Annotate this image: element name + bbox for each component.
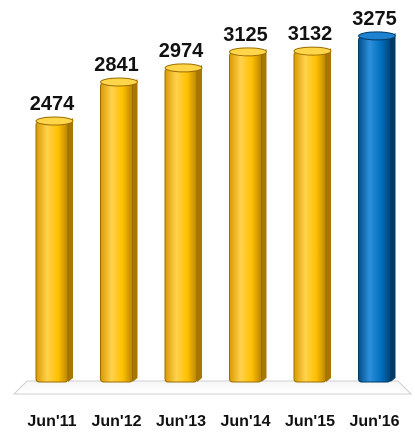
x-tick-label-5: Jun'15 [285, 413, 335, 430]
bar-top [293, 46, 332, 56]
bar-side [261, 48, 267, 382]
bar-3 [164, 63, 203, 383]
data-label-1: 2474 [30, 93, 75, 115]
x-axis-tick-labels: Jun'11 Jun'12 Jun'13 Jun'14 Jun'15 Jun'16 [27, 413, 399, 430]
bar-top [100, 77, 138, 87]
bars-layer [35, 31, 396, 383]
bar-4 [229, 47, 267, 383]
data-label-4: 3125 [223, 24, 268, 46]
bar-side [197, 64, 202, 383]
x-tick-label-4: Jun'14 [220, 413, 270, 430]
x-tick-label-2: Jun'12 [91, 413, 141, 430]
bar-front [293, 51, 327, 383]
x-tick-label-3: Jun'13 [156, 413, 206, 430]
data-label-3: 2974 [159, 40, 204, 62]
bar-6 [358, 31, 396, 383]
bar-side [390, 32, 396, 383]
chart-floor [12, 380, 413, 395]
x-tick-label-6: Jun'16 [349, 413, 399, 430]
bar-front [100, 82, 133, 383]
bar-top [229, 47, 267, 57]
bar-1 [35, 116, 74, 383]
data-label-6: 3275 [352, 8, 397, 30]
bar-front [164, 68, 198, 383]
bar-top [164, 63, 203, 73]
bar-side [68, 118, 73, 383]
value-labels-layer: 2474 2841 2974 3125 3132 3275 [30, 8, 397, 115]
bar-front [229, 52, 262, 383]
bar-front [35, 121, 69, 383]
bar-front [358, 36, 391, 383]
data-label-2: 2841 [94, 54, 139, 76]
data-label-5: 3132 [288, 23, 333, 45]
bar-5 [293, 46, 332, 383]
bar-top [358, 31, 396, 41]
bar-2 [100, 77, 138, 383]
bar-side [132, 79, 138, 382]
bar-top [35, 116, 74, 126]
bar-side [326, 48, 331, 382]
x-tick-label-1: Jun'11 [27, 413, 76, 430]
